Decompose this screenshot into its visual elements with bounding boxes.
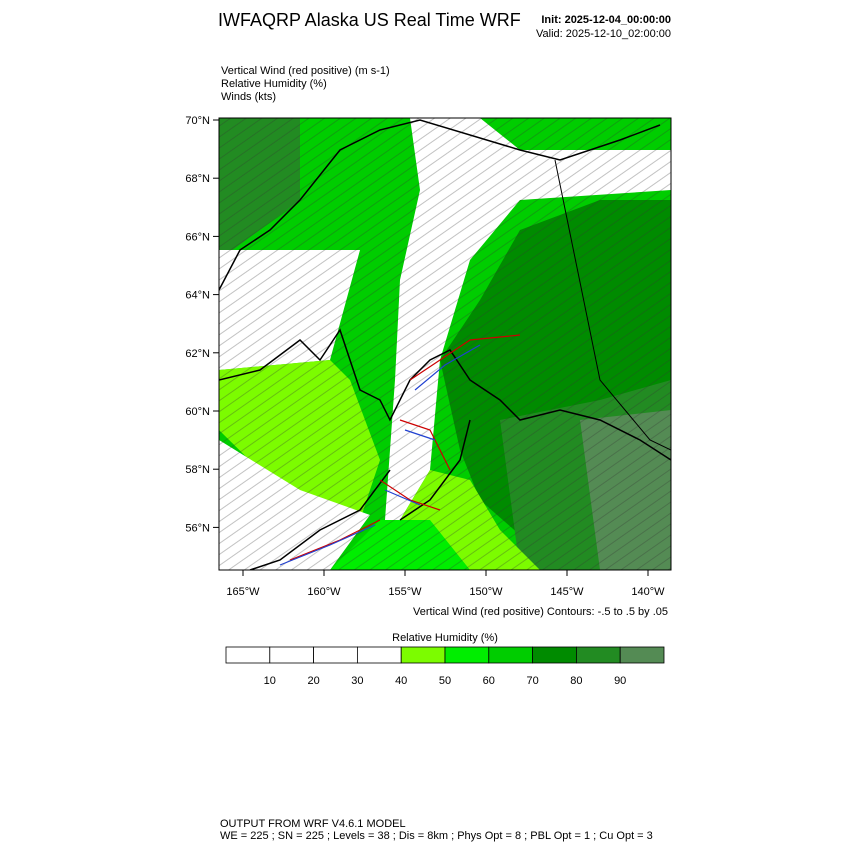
lat-label: 56°N [185,522,210,534]
lon-label: 165°W [226,586,260,598]
field-label: Relative Humidity (%) [221,78,327,90]
colorbar-box [225,646,271,664]
colorbar-label: 70 [526,675,538,687]
lon-label: 140°W [631,586,665,598]
lat-label: 64°N [185,290,210,302]
lat-label: 62°N [185,348,210,360]
lat-label: 58°N [185,464,210,476]
colorbar-box [619,646,665,664]
colorbar-label: 30 [351,675,363,687]
colorbar-box [313,646,358,664]
colorbar-label: 80 [570,675,582,687]
map-axes: 70°N 68°N 66°N 64°N 62°N 60°N 58°N 56°N 165°W 160… [185,115,665,598]
colorbar-label: 40 [395,675,407,687]
lon-label: 155°W [388,586,422,598]
field-label: Winds (kts) [221,91,276,103]
title: IWFAQRP Alaska US Real Time WRF [218,10,521,30]
lat-label: 70°N [185,115,210,127]
colorbar-box [532,646,577,664]
footer-line: OUTPUT FROM WRF V4.6.1 MODEL [220,818,406,830]
field-label: Vertical Wind (red positive) (m s-1) [221,65,390,77]
lat-label: 68°N [185,173,210,185]
colorbar-box [576,646,621,664]
colorbar-label: 50 [439,675,451,687]
colorbar-box [488,646,533,664]
valid-time: Valid: 2025-12-10_02:00:00 [536,28,671,40]
colorbar-box [444,646,490,664]
lat-label: 60°N [185,406,210,418]
lon-label: 150°W [469,586,503,598]
colorbar-title: Relative Humidity (%) [392,632,498,644]
colorbar-box [356,646,402,664]
init-time: Init: 2025-12-04_00:00:00 [541,14,671,26]
map-frame [218,117,672,571]
lon-label: 160°W [307,586,341,598]
colorbar-label: 90 [614,675,626,687]
colorbar-label: 20 [307,675,319,687]
colorbar: 10 20 30 40 50 60 70 80 90 [225,646,665,687]
contour-note: Vertical Wind (red positive) Contours: -… [413,606,668,618]
lon-label: 145°W [550,586,584,598]
lat-label: 66°N [185,231,210,243]
map [219,118,671,570]
colorbar-label: 60 [483,675,495,687]
colorbar-label: 10 [264,675,276,687]
colorbar-box [269,646,314,664]
colorbar-box [400,646,446,664]
footer-line: WE = 225 ; SN = 225 ; Levels = 38 ; Dis … [220,830,653,842]
